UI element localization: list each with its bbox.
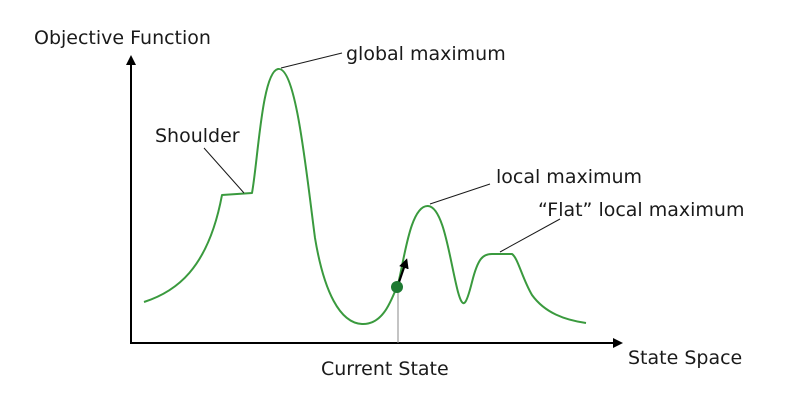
shoulder-label: Shoulder (155, 125, 240, 147)
objective-curve (143, 68, 587, 326)
flat-local-max-label: “Flat” local maximum (538, 199, 745, 221)
flat-local-max-leader (499, 218, 561, 253)
local-max-leader (429, 183, 491, 205)
current-state-dot (391, 281, 403, 293)
uphill-arrow (396, 258, 409, 286)
y-axis-label: Objective Function (34, 27, 211, 49)
current-state-label: Current State (321, 358, 449, 380)
global-max-label: global maximum (346, 43, 506, 65)
x-axis-label: State Space (628, 347, 742, 369)
shoulder-leader (203, 147, 245, 194)
global-max-leader (280, 52, 343, 69)
local-max-label: local maximum (496, 166, 642, 188)
